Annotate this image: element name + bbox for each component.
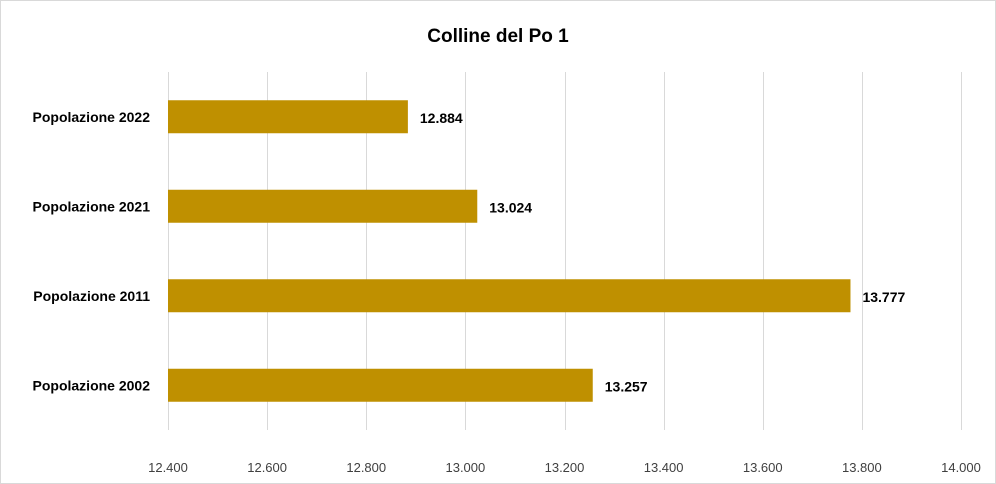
category-label: Popolazione 2011 <box>33 288 150 304</box>
data-label: 13.024 <box>489 199 532 215</box>
data-label: 12.884 <box>420 110 463 126</box>
x-tick-label: 13.000 <box>445 460 485 475</box>
data-labels: 12.884 13.024 13.777 13.257 <box>420 110 906 395</box>
x-tick-label: 13.200 <box>545 460 585 475</box>
data-label: 13.257 <box>605 378 648 394</box>
category-labels: Popolazione 2022 Popolazione 2021 Popolazi… <box>33 109 151 394</box>
chart-title: Colline del Po 1 <box>427 26 569 47</box>
x-tick-label: 12.400 <box>148 460 188 475</box>
x-tick-label: 13.600 <box>743 460 783 475</box>
category-label: Popolazione 2021 <box>33 198 151 214</box>
bar <box>168 368 593 402</box>
x-tick-label: 12.600 <box>247 460 287 475</box>
x-tick-label: 14.000 <box>941 460 981 475</box>
x-tick-label: 13.400 <box>644 460 684 475</box>
category-label: Popolazione 2022 <box>33 109 151 125</box>
category-label: Popolazione 2002 <box>33 377 151 393</box>
data-label: 13.777 <box>862 289 905 305</box>
bar <box>168 189 478 223</box>
bars <box>168 100 851 402</box>
x-tick-label: 12.800 <box>346 460 386 475</box>
bar <box>168 100 408 134</box>
x-tick-label: 13.800 <box>842 460 882 475</box>
bar <box>168 279 851 313</box>
x-axis-ticks: 12.400 12.600 12.800 13.000 13.200 13.400 13.6… <box>148 460 981 475</box>
